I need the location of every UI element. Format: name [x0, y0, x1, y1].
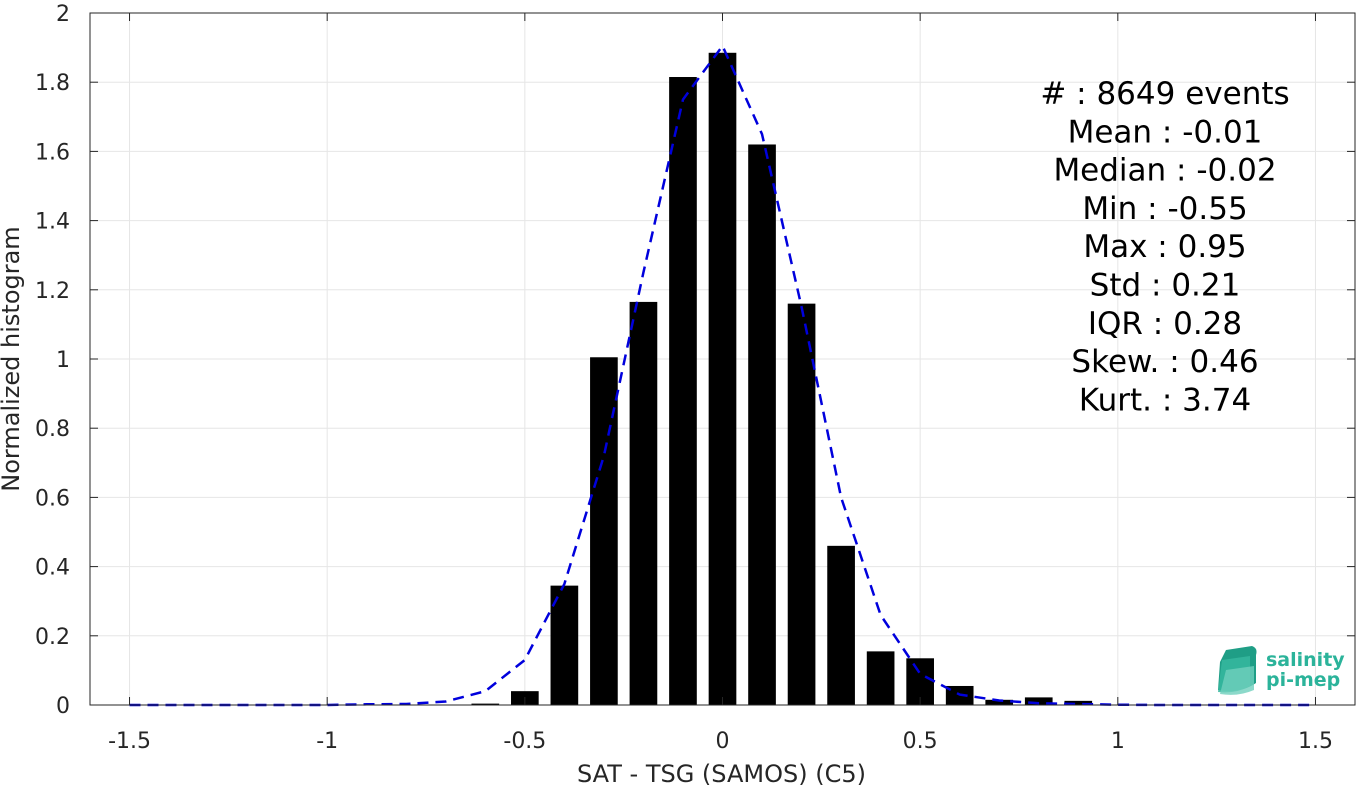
x-tick-label: -1.5: [108, 729, 151, 754]
salinity-pi-mep-logo: salinity pi-mep: [1218, 646, 1345, 695]
histogram-bar: [550, 585, 579, 705]
y-tick-label: 1.6: [35, 140, 70, 165]
stat-line: Mean : -0.01: [1068, 114, 1263, 150]
histogram-bars: [471, 52, 1093, 706]
histogram-bar: [787, 303, 816, 705]
histogram-bar: [985, 699, 1014, 705]
logo-mark-icon: [1218, 646, 1257, 695]
x-tick-label: 1: [1111, 729, 1125, 754]
stat-line: Min : -0.55: [1082, 191, 1247, 227]
y-tick-label: 1: [56, 348, 70, 373]
y-tick-label: 0.4: [35, 556, 70, 581]
y-tick-label: 1.8: [35, 71, 70, 96]
stat-line: Max : 0.95: [1083, 229, 1246, 265]
stat-line: IQR : 0.28: [1088, 306, 1242, 342]
histogram-bar: [866, 651, 895, 705]
x-axis-label: SAT - TSG (SAMOS) (C5): [577, 760, 866, 785]
y-tick-label: 0.8: [35, 417, 70, 442]
stat-line: Skew. : 0.46: [1071, 344, 1258, 380]
y-tick-label: 0.6: [35, 486, 70, 511]
logo-line-1: salinity: [1266, 649, 1345, 671]
y-axis-label: Normalized histogram: [0, 226, 25, 491]
x-tick-label: 1.5: [1298, 729, 1333, 754]
histogram-bar: [827, 545, 855, 705]
histogram-bar: [629, 301, 658, 705]
axis-ticks: -1.5 -1 -0.5 0 0.5 1 1.5 0 0.2 0.4 0.6 0.8 1 1.2 1.4 1.…: [35, 2, 1355, 754]
stat-line: # : 8649 events: [1040, 76, 1289, 112]
stat-line: Median : -0.02: [1053, 153, 1276, 189]
histogram-bar: [1064, 700, 1093, 705]
stat-line: Std : 0.21: [1090, 268, 1241, 304]
x-tick-label: -0.5: [503, 729, 546, 754]
histogram-bar: [669, 77, 697, 705]
histogram-bar: [708, 52, 737, 706]
stat-line: Kurt. : 3.74: [1079, 382, 1251, 418]
y-tick-label: 0.2: [35, 625, 70, 650]
x-tick-label: 0.5: [903, 729, 938, 754]
histogram-bar: [748, 144, 776, 706]
y-tick-label: 0: [56, 694, 70, 719]
histogram-bar: [471, 703, 500, 705]
y-tick-label: 1.4: [35, 210, 70, 235]
histogram-bar: [1024, 697, 1053, 705]
x-tick-label: -1: [316, 729, 338, 754]
y-tick-label: 2: [56, 2, 70, 27]
logo-line-2: pi-mep: [1266, 669, 1340, 691]
y-tick-label: 1.2: [35, 279, 70, 304]
x-tick-label: 0: [716, 729, 730, 754]
